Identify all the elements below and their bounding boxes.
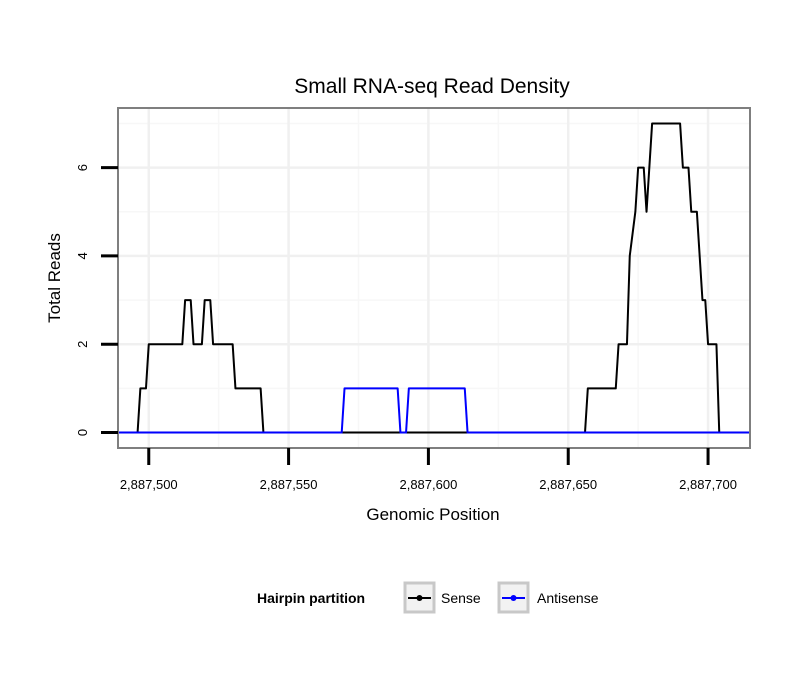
legend-item-sense: Sense (403, 581, 481, 614)
y-tick-label: 2 (75, 341, 90, 348)
y-tick-label: 6 (75, 164, 90, 171)
x-tick-label: 2,887,600 (399, 477, 457, 492)
legend-dot-sense (416, 595, 423, 601)
chart-title: Small RNA-seq Read Density (294, 75, 570, 98)
legend-dot-antisense (510, 595, 517, 601)
x-axis-title: Genomic Position (366, 505, 499, 524)
plot-border (117, 107, 751, 449)
y-axis-title: Total Reads (45, 233, 64, 323)
series-line-antisense (117, 387, 751, 434)
series-line-sense (117, 122, 751, 434)
legend-label-antisense: Antisense (537, 590, 599, 606)
legend: Hairpin partition Sense Antisense (257, 581, 599, 614)
legend-item-antisense: Antisense (497, 581, 599, 614)
x-tick-label: 2,887,650 (539, 477, 597, 492)
y-tick-label: 0 (75, 429, 90, 436)
legend-title: Hairpin partition (257, 590, 365, 606)
axes: 2,887,500 2,887,550 2,887,600 2,887,650 2,88… (75, 164, 737, 492)
legend-label-sense: Sense (441, 590, 481, 606)
x-tick-label: 2,887,500 (120, 477, 178, 492)
series-lines (117, 122, 751, 434)
y-tick-label: 4 (75, 252, 90, 259)
x-tick-label: 2,887,550 (260, 477, 318, 492)
x-tick-label: 2,887,700 (679, 477, 737, 492)
